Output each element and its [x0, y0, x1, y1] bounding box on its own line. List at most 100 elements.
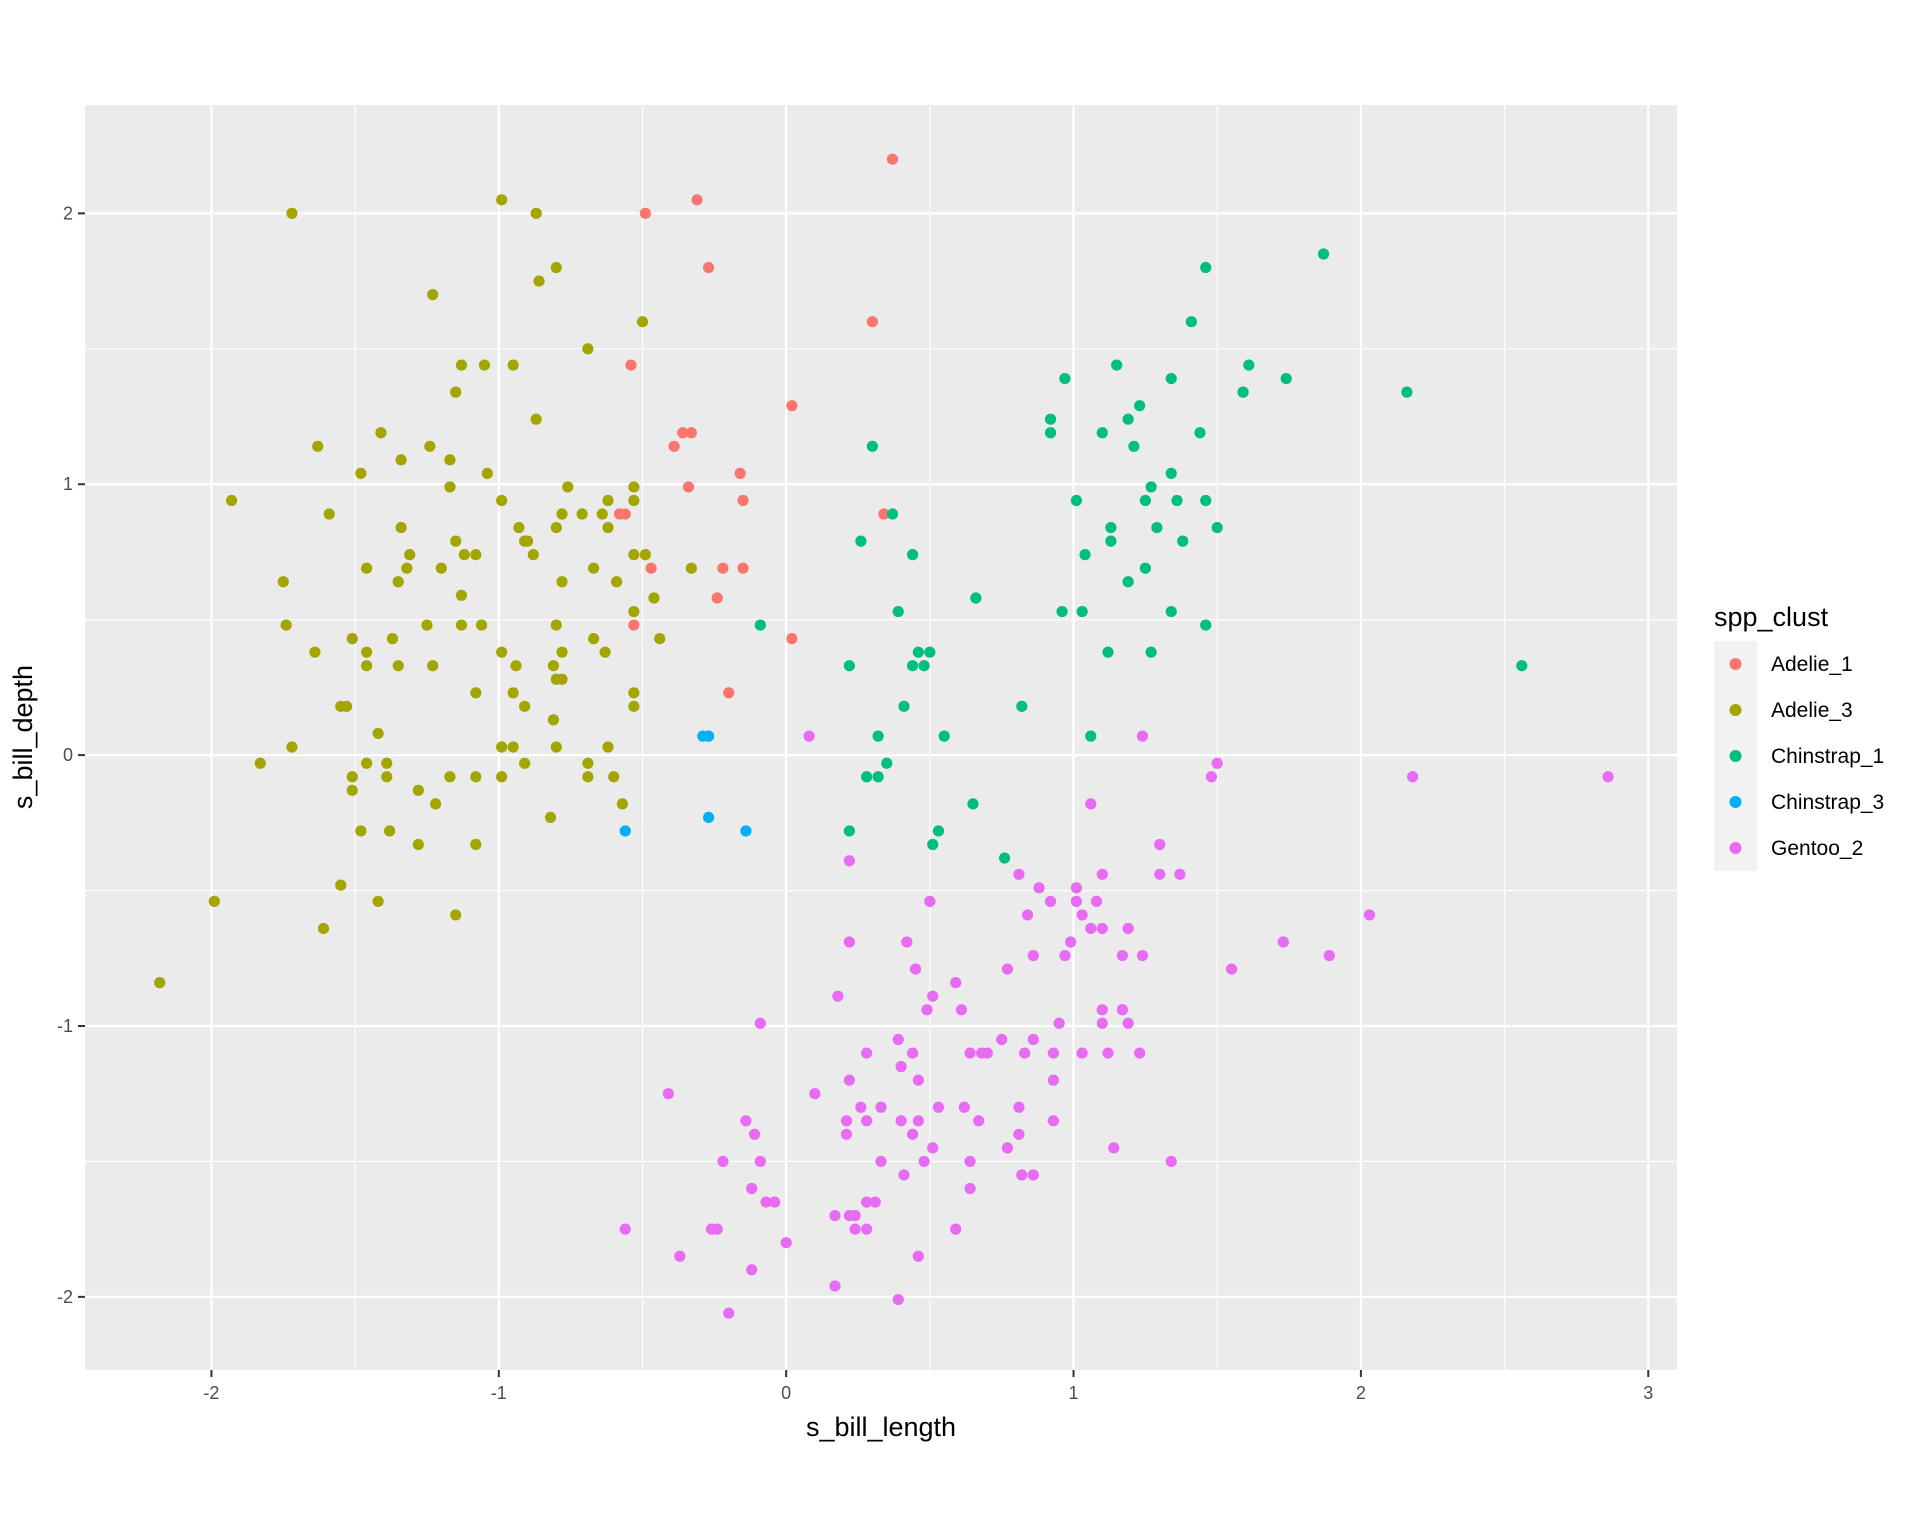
legend-marker: [1729, 842, 1742, 854]
data-point: [317, 922, 330, 935]
data-point: [1027, 1033, 1039, 1046]
y-tick-label: -1: [57, 1016, 73, 1036]
data-point: [1013, 868, 1025, 880]
data-point: [1047, 1047, 1060, 1059]
data-point: [737, 562, 749, 574]
data-point: [702, 730, 715, 742]
data-point: [1165, 467, 1177, 479]
data-point: [674, 1250, 686, 1262]
data-point: [927, 838, 939, 851]
data-point: [1516, 660, 1528, 672]
data-point: [677, 427, 689, 439]
legend-label: Adelie_1: [1771, 653, 1853, 676]
data-point: [918, 660, 930, 672]
data-point: [964, 1182, 976, 1195]
data-point: [628, 687, 640, 699]
data-point: [866, 440, 878, 452]
data-point: [898, 1169, 910, 1181]
data-point: [602, 494, 614, 507]
data-point: [435, 562, 447, 574]
data-point: [932, 1101, 945, 1113]
data-point: [702, 811, 715, 824]
data-point: [628, 481, 640, 493]
data-point: [530, 207, 542, 219]
y-tick-label: 2: [63, 203, 73, 223]
data-point: [455, 619, 468, 631]
data-point: [1165, 605, 1177, 618]
data-point: [636, 316, 649, 328]
data-point: [392, 576, 404, 588]
data-point: [1151, 521, 1163, 534]
data-point: [1076, 909, 1088, 921]
data-point: [1122, 922, 1134, 935]
x-tick-label: 0: [781, 1383, 791, 1403]
data-point: [619, 508, 631, 520]
data-point: [429, 798, 442, 810]
data-point: [1243, 359, 1255, 371]
data-point: [912, 646, 924, 658]
data-point: [450, 386, 462, 398]
data-point: [1096, 1017, 1108, 1029]
data-point: [1105, 535, 1117, 547]
data-point: [786, 633, 798, 645]
data-point: [1090, 895, 1103, 907]
data-point: [927, 990, 939, 1002]
data-point: [878, 508, 890, 520]
data-point: [809, 1088, 821, 1100]
data-point: [427, 660, 439, 672]
data-point: [1401, 386, 1413, 398]
data-point: [1076, 605, 1088, 618]
legend-marker: [1729, 750, 1742, 762]
legend-label: Adelie_3: [1771, 699, 1853, 722]
data-point: [1185, 316, 1197, 328]
data-point: [412, 784, 424, 796]
data-point: [981, 1047, 993, 1059]
data-point: [386, 633, 399, 645]
data-point: [550, 261, 562, 274]
data-point: [840, 1128, 853, 1140]
data-point: [519, 757, 531, 769]
data-point: [1277, 936, 1289, 948]
data-point: [1145, 481, 1157, 493]
data-point: [1154, 838, 1166, 851]
legend-item: Gentoo_2: [1714, 825, 1863, 871]
data-point: [1016, 1169, 1028, 1181]
data-point: [1211, 521, 1223, 534]
data-point: [855, 535, 867, 547]
data-point: [444, 771, 456, 783]
data-point: [628, 549, 640, 561]
data-point: [496, 494, 508, 507]
data-point: [662, 1088, 674, 1100]
data-point: [1056, 605, 1068, 618]
data-point: [544, 811, 557, 824]
data-point: [927, 1142, 939, 1154]
data-point: [599, 646, 611, 658]
data-point: [754, 1155, 766, 1168]
legend-marker: [1729, 658, 1742, 670]
data-point: [843, 936, 855, 948]
data-point: [1016, 700, 1028, 712]
data-point: [737, 494, 749, 507]
data-point: [786, 400, 798, 412]
data-point: [832, 990, 844, 1002]
data-point: [918, 1155, 930, 1168]
data-point: [996, 1033, 1008, 1046]
data-point: [932, 825, 945, 837]
data-point: [668, 440, 680, 452]
data-point: [361, 757, 373, 769]
series-adelie-3: [154, 194, 697, 989]
data-point: [1001, 963, 1014, 975]
data-point: [335, 879, 347, 891]
data-point: [395, 454, 407, 466]
data-point: [746, 1182, 758, 1195]
data-point: [1070, 494, 1083, 507]
data-point: [912, 1074, 924, 1086]
y-axis-ticks: -2 -1 0 1 2: [57, 203, 85, 1307]
data-point: [938, 730, 950, 742]
data-point: [602, 741, 614, 753]
data-point: [346, 784, 358, 796]
data-point: [395, 521, 407, 534]
data-point: [748, 1128, 761, 1140]
data-point: [875, 1155, 887, 1168]
